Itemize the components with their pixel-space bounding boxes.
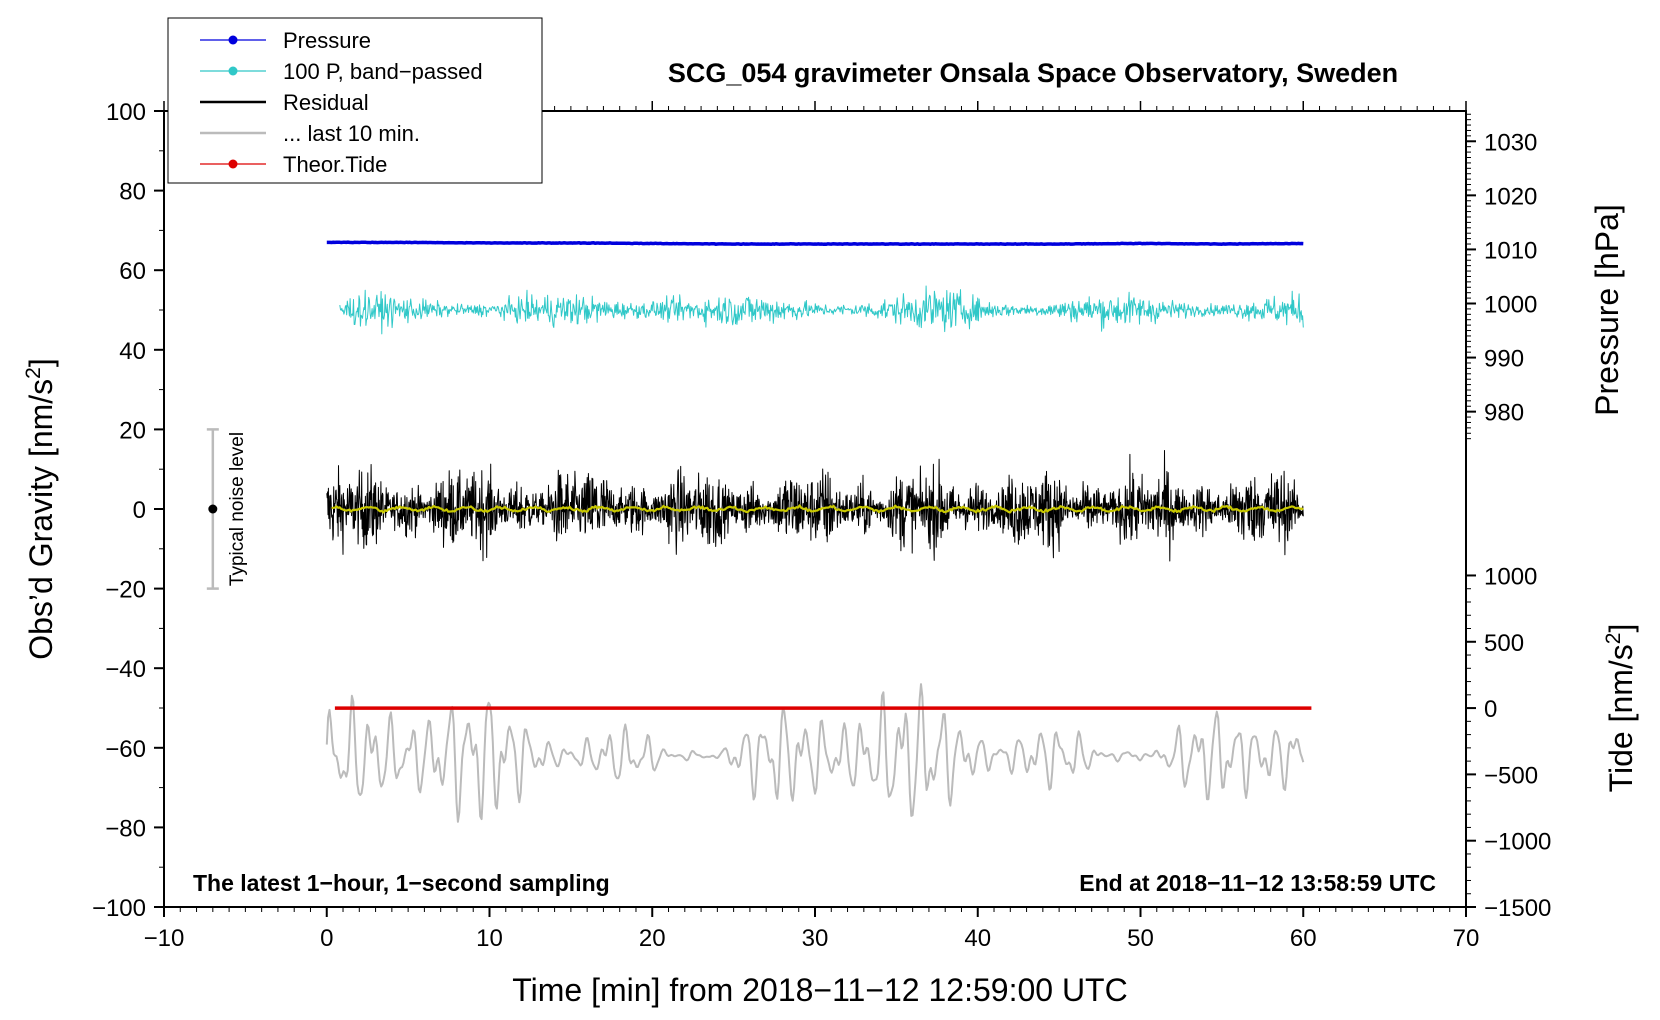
y-tick-label: 100 <box>106 99 146 126</box>
pressure-tick-label: 1010 <box>1484 237 1537 264</box>
y-tick-label: −60 <box>105 736 146 763</box>
tide-tick-label: 0 <box>1484 696 1497 723</box>
pressure-tick-label: 1030 <box>1484 129 1537 156</box>
legend-label: Theor.Tide <box>283 152 387 177</box>
pressure-tick-label: 1020 <box>1484 183 1537 210</box>
y-axis-title-sup: 2 <box>22 367 45 379</box>
x-tick-label: 50 <box>1127 925 1154 952</box>
tide-tick-label: 500 <box>1484 630 1524 657</box>
tide-tick-label: −500 <box>1484 762 1538 789</box>
y-tick-label: 60 <box>119 258 146 285</box>
series-pressure <box>326 240 1304 247</box>
x-tick-label: 30 <box>802 925 829 952</box>
series-residual-smoothed <box>331 504 1304 514</box>
legend: Pressure 100 P, band−passed Residual ... la… <box>167 17 543 184</box>
legend-marker <box>228 66 238 76</box>
legend-label: 100 P, band−passed <box>283 59 483 84</box>
x-tick-label: 10 <box>476 925 503 952</box>
y-axis-title-main: Obs’d Gravity [nm/s <box>23 379 59 660</box>
y-tick-label: 80 <box>119 179 146 206</box>
end-time-note: End at 2018−11−12 13:58:59 UTC <box>1079 870 1436 896</box>
y-tick-label: −20 <box>105 577 146 604</box>
x-tick-label: 0 <box>320 925 333 952</box>
y-axis-title-close: ] <box>23 358 59 367</box>
x-tick-label: 20 <box>639 925 666 952</box>
legend-marker <box>228 35 238 45</box>
x-tick-label: 70 <box>1453 925 1480 952</box>
pressure-tick-label: 1000 <box>1484 291 1537 318</box>
chart-title: SCG_054 gravimeter Onsala Space Observat… <box>668 58 1398 88</box>
pressure-tick-label: 990 <box>1484 346 1524 373</box>
y-tick-label: −100 <box>92 895 146 922</box>
x-tick-label: −10 <box>144 925 185 952</box>
tide-axis-title-close: ] <box>1603 624 1639 633</box>
tide-axis-title-sup: 2 <box>1602 633 1625 645</box>
series-bandpassed <box>339 285 1304 335</box>
tide-tick-label: 1000 <box>1484 563 1537 590</box>
y-tick-label: 40 <box>119 338 146 365</box>
noise-center-dot <box>208 504 218 514</box>
y-axis-title-pressure: Pressure [hPa] <box>1589 204 1625 416</box>
x-tick-label: 40 <box>964 925 991 952</box>
x-tick-label: 60 <box>1290 925 1317 952</box>
legend-box <box>167 17 543 184</box>
tide-tick-label: −1000 <box>1484 829 1551 856</box>
y-tick-label: 0 <box>133 497 146 524</box>
x-axis-title: Time [min] from 2018−11−12 12:59:00 UTC <box>512 972 1127 1008</box>
axes: −10 0 10 20 30 40 50 60 70−100−80−60−40−20020406… <box>92 99 1551 952</box>
legend-label: Residual <box>283 90 369 115</box>
tide-axis-title-main: Tide [nm/s <box>1603 644 1639 792</box>
sampling-note: The latest 1−hour, 1−second sampling <box>193 870 610 896</box>
series-layer <box>325 240 1312 823</box>
legend-label: Pressure <box>283 28 371 53</box>
tide-tick-label: −1500 <box>1484 895 1551 922</box>
y-tick-label: −40 <box>105 656 146 683</box>
noise-label: Typical noise level <box>227 432 248 586</box>
noise-indicator: Typical noise level <box>206 428 248 590</box>
series-last-10-min <box>325 683 1305 823</box>
pressure-tick-label: 980 <box>1484 400 1524 427</box>
y-tick-label: 20 <box>119 417 146 444</box>
y-axis-title-gravity: Obs’d Gravity [nm/s2] <box>22 358 59 660</box>
series-residual <box>326 450 1304 562</box>
legend-label: ... last 10 min. <box>283 121 420 146</box>
legend-entries: Pressure 100 P, band−passed Residual ... la… <box>200 28 483 177</box>
y-axis-title-tide: Tide [nm/s2] <box>1602 624 1639 793</box>
y-tick-label: −80 <box>105 815 146 842</box>
legend-marker <box>228 159 238 169</box>
